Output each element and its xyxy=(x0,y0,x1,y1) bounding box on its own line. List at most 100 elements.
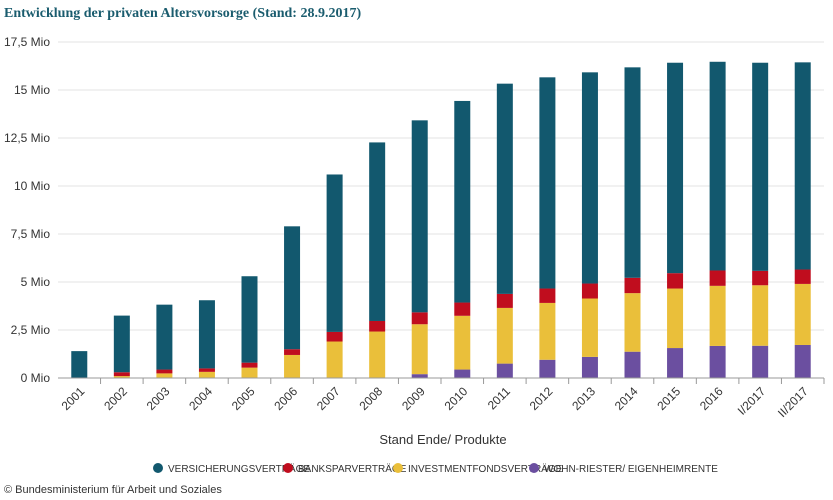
bar-segment xyxy=(624,293,641,352)
x-tick-label: 2007 xyxy=(314,384,343,413)
x-tick-label: 2014 xyxy=(612,384,641,413)
legend-label: BANKSPARVERTRÄGE xyxy=(298,463,407,475)
bar-segment xyxy=(326,341,343,378)
y-tick-label: 0 Mio xyxy=(21,371,51,385)
bar-segment xyxy=(71,351,88,378)
bar-segment xyxy=(369,142,386,321)
bar-segment xyxy=(496,83,513,294)
bar-segment xyxy=(411,374,428,378)
bar-segment xyxy=(326,331,343,342)
bar-segment xyxy=(156,373,173,378)
legend-label: VERSICHERUNGSVERTRÄGE xyxy=(168,463,310,475)
bar-segment xyxy=(454,369,471,378)
bar-segment xyxy=(241,276,258,363)
bar-segment xyxy=(624,67,641,278)
y-tick-label: 15 Mio xyxy=(14,83,50,97)
bar-segment xyxy=(794,62,811,270)
x-tick-label: 2003 xyxy=(144,384,173,413)
legend-marker xyxy=(283,463,293,473)
bar-segment xyxy=(156,369,173,374)
x-tick-label: 2016 xyxy=(697,384,726,413)
x-tick-label: 2013 xyxy=(569,384,598,413)
bar-segment xyxy=(198,368,215,372)
grid-lines xyxy=(58,41,824,379)
bar-segment xyxy=(667,348,684,378)
y-tick-label: 10 Mio xyxy=(14,179,50,193)
bar-segment xyxy=(326,174,343,332)
bar-segment xyxy=(539,77,556,289)
bar-segment xyxy=(369,320,386,332)
bar-segment xyxy=(539,302,556,360)
bar-segment xyxy=(454,315,471,370)
bar-segment xyxy=(113,315,130,373)
x-tick-label: 2015 xyxy=(654,384,683,413)
bar-segment xyxy=(156,304,173,370)
bar-segment xyxy=(411,120,428,313)
bar-segment xyxy=(624,351,641,378)
bar-segment xyxy=(113,372,130,377)
bar-segment xyxy=(794,283,811,345)
y-tick-label: 17,5 Mio xyxy=(4,35,50,49)
bar-segment xyxy=(709,345,726,378)
copyright-notice: © Bundesministerium für Arbeit und Sozia… xyxy=(4,484,222,496)
bar-segment xyxy=(496,293,513,308)
bar-segment xyxy=(752,345,769,378)
bar-segment xyxy=(454,100,471,303)
x-tick-label: II/2017 xyxy=(775,384,811,420)
bars xyxy=(71,61,811,378)
legend-marker xyxy=(529,463,539,473)
bar-segment xyxy=(198,300,215,369)
x-axis-title: Stand Ende/ Produkte xyxy=(379,432,506,447)
x-tick-label: I/2017 xyxy=(735,384,769,418)
bar-segment xyxy=(752,270,769,286)
bar-segment xyxy=(454,302,471,316)
x-tick-label: 2011 xyxy=(485,384,513,412)
bar-segment xyxy=(581,298,598,357)
x-tick-label: 2008 xyxy=(357,384,386,413)
bar-segment xyxy=(581,356,598,378)
x-tick-label: 2010 xyxy=(442,384,471,413)
x-tick-label: 2001 xyxy=(59,384,88,413)
bar-segment xyxy=(709,270,726,286)
bar-segment xyxy=(411,324,428,375)
legend-marker xyxy=(153,463,163,473)
y-tick-label: 7,5 Mio xyxy=(11,227,51,241)
bar-segment xyxy=(369,331,386,378)
legend-marker xyxy=(393,463,403,473)
legend-label: WOHN-RIESTER/ EIGENHEIMRENTE xyxy=(544,464,718,475)
chart-title: Entwicklung der privaten Altersvorsorge … xyxy=(4,6,362,21)
bar-segment xyxy=(667,62,684,274)
x-tick-label: 2012 xyxy=(527,384,556,413)
x-axis-ticks: 2001 2002 2003 2004 2005 2006 2007 2008 2009 2010… xyxy=(59,378,825,420)
bar-segment xyxy=(284,354,301,378)
bar-segment xyxy=(709,61,726,271)
bar-segment xyxy=(581,283,598,299)
bar-segment xyxy=(496,363,513,378)
bar-segment xyxy=(241,362,258,368)
bar-segment xyxy=(113,376,130,378)
bar-segment xyxy=(198,371,215,378)
x-tick-label: 2005 xyxy=(229,384,258,413)
bar-segment xyxy=(496,307,513,364)
x-tick-label: 2002 xyxy=(101,384,130,413)
y-tick-label: 5 Mio xyxy=(21,275,51,289)
bar-segment xyxy=(581,72,598,284)
bar-segment xyxy=(411,312,428,325)
y-tick-label: 2,5 Mio xyxy=(11,323,51,337)
x-tick-label: 2004 xyxy=(186,384,215,413)
bar-segment xyxy=(539,359,556,378)
bar-segment xyxy=(667,273,684,289)
bar-segment xyxy=(794,344,811,378)
bar-segment xyxy=(241,367,258,378)
bar-segment xyxy=(539,288,556,303)
x-tick-label: 2006 xyxy=(271,384,300,413)
bar-segment xyxy=(752,62,769,271)
bar-segment xyxy=(709,285,726,346)
bar-segment xyxy=(794,269,811,284)
y-tick-label: 12,5 Mio xyxy=(4,131,50,145)
y-axis-ticks: 0 Mio 2,5 Mio 5 Mio 7,5 Mio 10 Mio 12,5 Mio 15… xyxy=(4,35,50,385)
bar-segment xyxy=(752,285,769,346)
bar-segment xyxy=(284,349,301,355)
